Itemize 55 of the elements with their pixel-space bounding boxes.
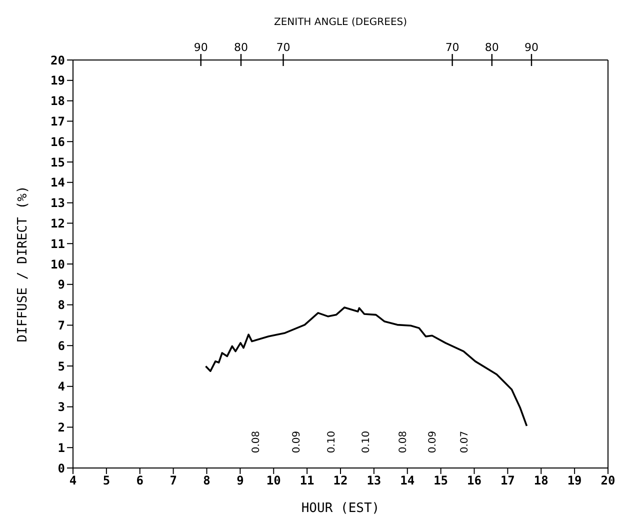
y-tick-label: 6	[58, 338, 65, 353]
annotation: 0.09	[428, 430, 439, 454]
x-tick-label: 5	[102, 474, 110, 488]
y-tick-label: 8	[58, 298, 65, 312]
line-series	[204, 306, 528, 427]
x-tick-label: 11	[300, 474, 314, 488]
y-tick-label: 3	[58, 400, 65, 414]
y-tick-label: 0	[58, 461, 65, 476]
x-tick-label: 16	[467, 474, 482, 488]
x-tick-label: 18	[534, 474, 548, 488]
y-tick-label: 2	[58, 420, 65, 434]
x-axis-title: HOUR (EST)	[301, 501, 380, 516]
y-tick-label: 11	[50, 236, 65, 251]
y-tick-label: 1	[58, 440, 65, 455]
annotation: 0.08	[398, 430, 410, 454]
y-tick-label: 13	[50, 196, 65, 210]
y-tick-label: 5	[58, 359, 65, 374]
y-tick-label: 17	[50, 114, 65, 128]
y-tick-label: 12	[50, 216, 65, 230]
x-tick-label: 20	[600, 474, 616, 488]
x-tick-label: 15	[434, 474, 448, 488]
text: 90	[194, 41, 208, 54]
y-tick-label: 19	[50, 74, 65, 88]
y-tick-label: 9	[58, 278, 65, 292]
x-tick-label: 7	[170, 474, 177, 488]
x-tick-label: 4	[69, 474, 77, 488]
text: 70	[445, 41, 460, 54]
x-tick-label: 10	[266, 474, 281, 488]
x-tick-label: 8	[203, 474, 210, 488]
x-tick-label: 9	[236, 474, 244, 488]
x-tick-label: 19	[567, 474, 582, 488]
x2-axis-title: ZENITH ANGLE (DEGREES)	[274, 17, 408, 28]
x-tick-label: 13	[366, 474, 382, 488]
y-axis-title: DIFFUSE / DIRECT (%)	[16, 186, 31, 342]
y-tick-label: 20	[50, 53, 65, 68]
x-tick-label: 17	[500, 474, 515, 488]
y-tick-label: 14	[50, 176, 65, 190]
annotation: 0.08	[251, 430, 262, 454]
annotation: 0.10	[361, 430, 372, 454]
y-tick-label: 15	[50, 155, 65, 170]
y-tick-label: 4	[58, 380, 65, 394]
text: 80	[234, 41, 248, 54]
y-tick-label: 10	[50, 257, 65, 272]
y-tick-label: 18	[50, 94, 65, 108]
text: 90	[524, 41, 538, 54]
annotation: 0.09	[292, 430, 303, 454]
x-tick-label: 6	[136, 474, 144, 488]
y-tick-label: 16	[50, 134, 65, 149]
y-tick-label: 7	[58, 318, 65, 332]
annotation: 0.07	[460, 430, 471, 454]
text: 80	[484, 41, 499, 54]
x-tick-label: 14	[400, 474, 415, 488]
x-tick-label: 12	[333, 474, 348, 488]
annotation: 0.10	[326, 430, 338, 454]
text: 70	[276, 41, 290, 54]
